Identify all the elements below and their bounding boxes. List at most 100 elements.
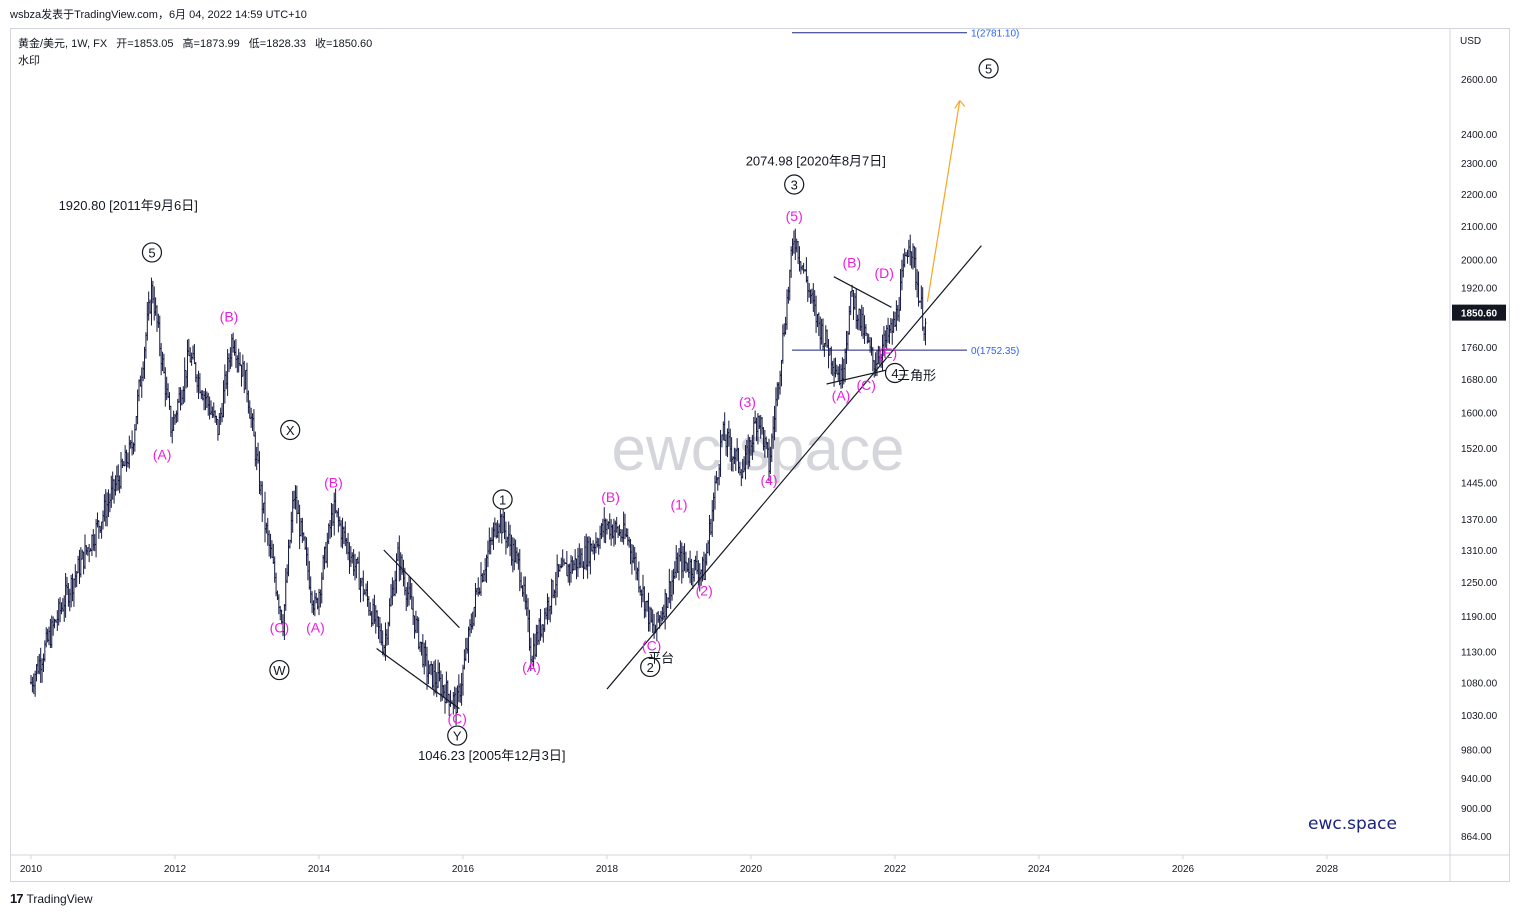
time-tick-label: 2010 xyxy=(20,864,43,875)
projection-arrow xyxy=(926,100,961,302)
high-value: 高=1873.99 xyxy=(182,38,240,50)
price-tick-label: 2000.00 xyxy=(1461,255,1498,266)
time-tick-label: 2016 xyxy=(452,864,475,875)
wave-label-circle xyxy=(640,656,661,678)
price-tick-label: 2100.00 xyxy=(1461,222,1498,233)
price-tick-label: 2600.00 xyxy=(1461,75,1498,86)
wave-label: 3 xyxy=(791,177,798,192)
candle-series xyxy=(30,228,927,726)
wave-label-circle xyxy=(492,489,513,510)
price-tick-label: 1190.00 xyxy=(1461,612,1497,623)
sub-wave-label: (A) xyxy=(153,447,172,463)
price-tick-label: 1130.00 xyxy=(1461,648,1497,659)
channel-upper-line xyxy=(383,549,460,629)
sub-wave-label: (B) xyxy=(324,475,343,491)
sub-wave-label: (B) xyxy=(601,489,620,505)
price-tick-label: 980.00 xyxy=(1461,745,1492,756)
publish-info: wsbza发表于TradingView.com，6月 04, 2022 14:5… xyxy=(10,9,307,21)
sub-wave-label: (E) xyxy=(878,345,897,361)
wave-label-circle xyxy=(269,659,290,681)
brand-text: ewc.space xyxy=(1308,814,1397,834)
price-tick-label: 2200.00 xyxy=(1461,190,1498,201)
price-tick-label: 864.00 xyxy=(1461,832,1492,843)
price-tick-label: 1600.00 xyxy=(1461,409,1498,420)
symbol-ohlc-line: 黄金/美元, 1W, FX 开=1853.05 高=1873.99 低=1828… xyxy=(18,35,378,51)
wave-label: 2 xyxy=(647,660,654,675)
sub-wave-label: (5) xyxy=(786,208,803,224)
price-tick-label: 1370.00 xyxy=(1461,515,1498,526)
price-tick-label: 900.00 xyxy=(1461,804,1492,815)
wave-label: 1 xyxy=(499,492,506,507)
price-tick-label: 1030.00 xyxy=(1461,711,1498,722)
fib-level-label: 0(1752.35) xyxy=(971,346,1019,357)
wave-label: X xyxy=(286,423,295,438)
last-price-label: 1850.60 xyxy=(1461,309,1498,320)
time-tick-label: 2012 xyxy=(164,864,187,875)
triangle-upper-line xyxy=(833,276,892,308)
wave-label: 5 xyxy=(148,245,155,260)
price-tick-label: 1520.00 xyxy=(1461,444,1498,455)
watermark-label: 水印 xyxy=(18,55,40,67)
channel-lower-line xyxy=(376,648,460,710)
price-tick-label: 2300.00 xyxy=(1461,159,1498,170)
close-value: 收=1850.60 xyxy=(315,38,373,50)
tradingview-logo-icon: 17 xyxy=(10,891,24,906)
price-tick-label: 940.00 xyxy=(1461,774,1492,785)
price-tick-label: 2400.00 xyxy=(1461,130,1498,141)
last-price-badge xyxy=(1452,304,1506,321)
low-value: 低=1828.33 xyxy=(248,38,306,50)
tradingview-name[interactable]: TradingView xyxy=(26,891,93,906)
price-tick-label: 1680.00 xyxy=(1461,375,1498,386)
sub-wave-label: (D) xyxy=(874,265,893,281)
fib-level-label: 1(2781.10) xyxy=(971,29,1019,40)
sub-wave-label: (C) xyxy=(642,638,661,654)
time-tick-label: 2024 xyxy=(1028,864,1051,875)
chart-frame[interactable] xyxy=(10,28,1510,882)
wave-label: 4 xyxy=(891,366,898,381)
symbol-title[interactable]: 黄金/美元, 1W, FX xyxy=(18,38,108,50)
wave-label: W xyxy=(273,663,286,678)
uptrend-line xyxy=(606,245,982,690)
time-tick-label: 2028 xyxy=(1316,864,1339,875)
wave-label-circle xyxy=(784,174,805,195)
price-tick-label: 1080.00 xyxy=(1461,679,1498,690)
sub-wave-label: (B) xyxy=(842,255,861,271)
footer: 17 TradingView xyxy=(10,891,93,906)
price-tick-label: 1445.00 xyxy=(1461,479,1498,490)
open-value: 开=1853.05 xyxy=(116,38,174,50)
chart-annotation-text: 三角形 xyxy=(897,368,936,383)
chart-annotation-text: 1920.80 [2011年9月6日] xyxy=(59,198,198,213)
sub-wave-label: (B) xyxy=(220,309,239,325)
projection-arrowhead xyxy=(954,100,966,109)
sub-wave-label: (C) xyxy=(270,620,289,636)
wave-label-circle xyxy=(978,58,999,79)
triangle-lower-line xyxy=(826,368,892,385)
wave-label: Y xyxy=(453,729,462,744)
chart-annotation-text: 1046.23 [2005年12月3日] xyxy=(418,748,565,763)
sub-wave-label: (2) xyxy=(696,583,713,599)
sub-wave-label: (A) xyxy=(522,659,541,675)
sub-wave-label: (4) xyxy=(760,472,777,488)
wave-label-circle xyxy=(141,242,163,263)
wave-label: 5 xyxy=(985,62,992,77)
price-tick-label: 1310.00 xyxy=(1461,546,1498,557)
wave-label-circle xyxy=(280,419,301,441)
wave-label-circle xyxy=(447,725,468,746)
price-tick-label: 1250.00 xyxy=(1461,578,1498,589)
sub-wave-label: (1) xyxy=(670,496,687,512)
chart-annotation-text: 平台 xyxy=(648,651,674,666)
price-tick-label: 1920.00 xyxy=(1461,283,1498,294)
price-axis-currency: USD xyxy=(1460,36,1481,47)
time-tick-label: 2020 xyxy=(740,864,763,875)
time-tick-label: 2022 xyxy=(884,864,907,875)
chart-annotation-text: 2074.98 [2020年8月7日] xyxy=(746,153,886,168)
sub-wave-label: (A) xyxy=(306,620,325,636)
price-tick-label: 1760.00 xyxy=(1461,343,1498,354)
sub-wave-label: (C) xyxy=(448,711,467,727)
sub-wave-label: (A) xyxy=(832,388,851,404)
wave-label-circle xyxy=(884,362,906,384)
sub-wave-label: (C) xyxy=(856,377,875,393)
time-tick-label: 2026 xyxy=(1172,864,1195,875)
time-tick-label: 2018 xyxy=(596,864,619,875)
